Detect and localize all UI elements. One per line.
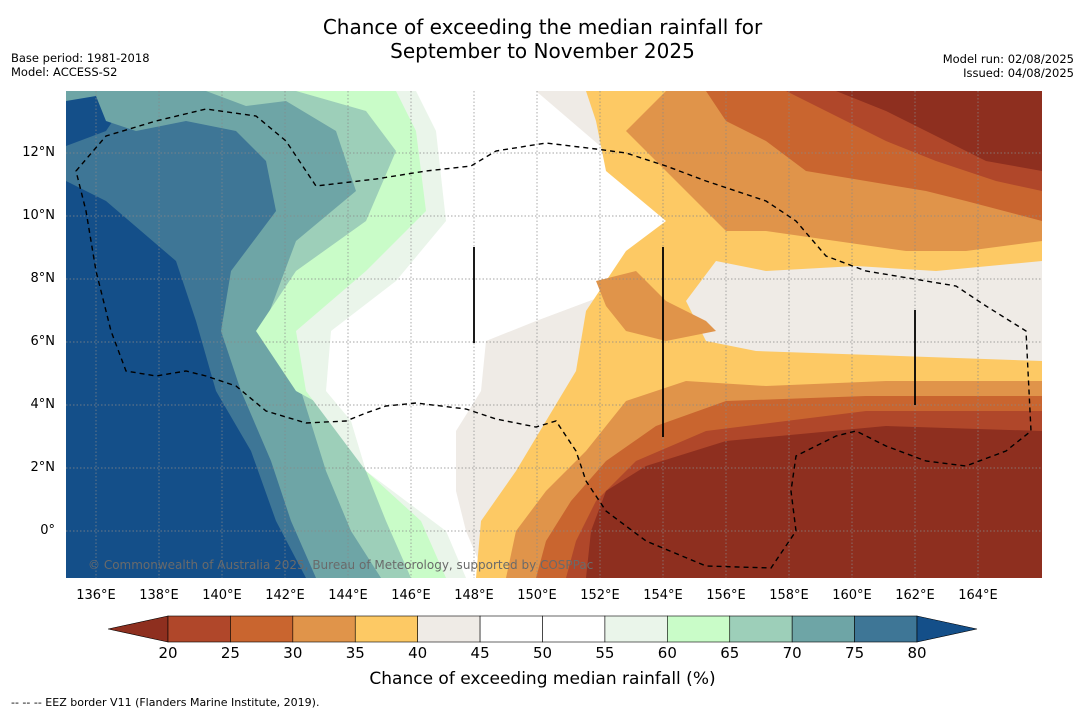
colorbar-tick-label: 70 <box>782 644 802 662</box>
colorbar-cell <box>354 615 418 643</box>
eez-footnote: -- -- -- EEZ border V11 (Flanders Marine… <box>11 696 320 709</box>
lat-label-0: 0° <box>40 523 55 538</box>
colorbar-tick-label: 35 <box>345 644 365 662</box>
lat-label-8n: 8°N <box>30 271 56 286</box>
title-line-2: September to November 2025 <box>390 39 695 63</box>
colorbar-cell <box>604 615 668 643</box>
lon-label-138e: 138°E <box>139 588 179 603</box>
eez-segments <box>473 247 916 437</box>
colorbar-tick-label: 55 <box>595 644 615 662</box>
zone-below-20 <box>586 91 1042 578</box>
meta-left: Base period: 1981-2018 Model: ACCESS-S2 <box>11 51 150 79</box>
colorbar-high-extension <box>916 615 978 643</box>
lon-label-148e: 148°E <box>454 588 494 603</box>
colorbar-cell <box>417 615 481 643</box>
lat-label-6n: 6°N <box>30 334 56 349</box>
lon-label-136e: 136°E <box>76 588 116 603</box>
graticule <box>66 91 1042 578</box>
title-line-1: Chance of exceeding the median rainfall … <box>322 15 763 39</box>
model-name: Model: ACCESS-S2 <box>11 65 118 79</box>
lon-label-152e: 152°E <box>580 588 620 603</box>
lon-label-146e: 146°E <box>391 588 431 603</box>
lon-label-140e: 140°E <box>202 588 242 603</box>
colorbar-cell <box>167 615 231 643</box>
colorbar-tick-label: 40 <box>408 644 428 662</box>
colorbar-cells <box>167 615 918 643</box>
colorbar <box>108 615 978 643</box>
colorbar-tick-label: 65 <box>720 644 740 662</box>
meta-right: Model run: 02/08/2025 Issued: 04/08/2025 <box>943 52 1074 80</box>
colorbar-tick-label: 50 <box>532 644 553 662</box>
lon-label-164e: 164°E <box>958 588 998 603</box>
lat-label-4n: 4°N <box>30 397 56 412</box>
colorbar-tick-label: 25 <box>220 644 240 662</box>
copyright-notice: © Commonwealth of Australia 2025, Bureau… <box>88 558 594 572</box>
colorbar-cell <box>791 615 855 643</box>
eez-border <box>75 108 1032 569</box>
colorbar-cell <box>292 615 356 643</box>
model-run: Model run: 02/08/2025 <box>942 52 1074 66</box>
lon-label-142e: 142°E <box>265 588 305 603</box>
lon-label-150e: 150°E <box>517 588 557 603</box>
colorbar-tick-label: 75 <box>845 644 865 662</box>
colorbar-cell <box>542 615 606 643</box>
colorbar-tick-label: 30 <box>283 644 303 662</box>
lon-label-156e: 156°E <box>706 588 746 603</box>
colorbar-cell <box>854 615 918 643</box>
lat-label-10n: 10°N <box>22 208 55 223</box>
colorbar-tick-label: 60 <box>657 644 677 662</box>
colorbar-tick-label: 80 <box>907 644 927 662</box>
map-svg <box>66 91 1042 578</box>
colorbar-cell <box>479 615 543 643</box>
colorbar-cell <box>667 615 731 643</box>
colorbar-label: Chance of exceeding median rainfall (%) <box>369 669 716 689</box>
lat-label-12n: 12°N <box>22 145 55 160</box>
lon-label-158e: 158°E <box>769 588 809 603</box>
base-period: Base period: 1981-2018 <box>11 51 150 65</box>
lat-label-2n: 2°N <box>30 460 56 475</box>
lon-label-162e: 162°E <box>895 588 935 603</box>
colorbar-tick-label: 20 <box>158 644 178 662</box>
rainfall-map <box>66 91 1042 578</box>
colorbar-cell <box>230 615 294 643</box>
issued-date: Issued: 04/08/2025 <box>963 66 1074 80</box>
lon-label-154e: 154°E <box>643 588 683 603</box>
colorbar-tick-label: 45 <box>470 644 490 662</box>
lon-label-144e: 144°E <box>328 588 368 603</box>
map-title: Chance of exceeding the median rainfall … <box>0 15 1085 63</box>
colorbar-cell <box>729 615 793 643</box>
colorbar-low-extension <box>108 615 169 643</box>
lon-label-160e: 160°E <box>832 588 872 603</box>
